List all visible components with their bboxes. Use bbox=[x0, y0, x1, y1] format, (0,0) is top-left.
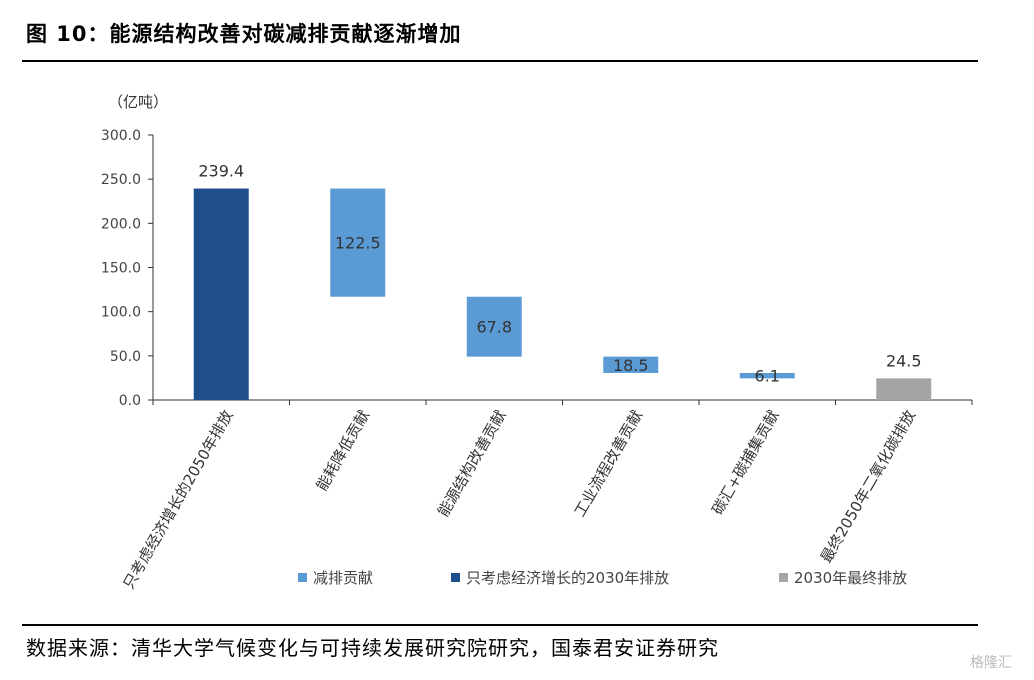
data-label: 239.4 bbox=[198, 162, 244, 181]
y-tick-label: 300.0 bbox=[101, 128, 141, 144]
x-category-label: 只考虑经济增长的2050年排放 bbox=[120, 407, 237, 592]
y-tick-label: 250.0 bbox=[101, 172, 141, 188]
y-tick-label: 100.0 bbox=[101, 305, 141, 321]
title-divider bbox=[22, 60, 978, 62]
bar-reduction bbox=[603, 356, 659, 373]
bar-start bbox=[193, 188, 249, 400]
legend-swatch-final bbox=[779, 573, 788, 582]
legend-item-final: 2030年最终排放 bbox=[779, 567, 907, 588]
y-tick-label: 150.0 bbox=[101, 261, 141, 277]
x-category-label: 能耗降低贡献 bbox=[313, 407, 374, 494]
legend-label-reduction: 减排贡献 bbox=[313, 569, 374, 587]
x-category-label: 最终2050年二氧化碳排放 bbox=[817, 407, 919, 566]
legend-swatch-reduction bbox=[298, 573, 307, 582]
bar-end bbox=[876, 378, 932, 400]
x-category-label: 工业流程改善贡献 bbox=[571, 407, 647, 520]
chart-title: 图 10：能源结构改善对碳减排贡献逐渐增加 bbox=[26, 22, 462, 46]
data-label: 122.5 bbox=[335, 234, 381, 253]
y-tick-label: 200.0 bbox=[101, 216, 141, 232]
legend-item-reduction: 减排贡献 bbox=[298, 567, 373, 588]
legend-item-baseline: 只考虑经济增长的2030年排放 bbox=[451, 567, 669, 588]
bar-reduction bbox=[330, 188, 386, 297]
bar-reduction bbox=[466, 296, 522, 357]
watermark-logo: 格隆汇 bbox=[970, 655, 1012, 671]
legend-label-baseline: 只考虑经济增长的2030年排放 bbox=[466, 569, 670, 587]
data-label: 18.5 bbox=[613, 356, 649, 375]
data-label: 24.5 bbox=[886, 351, 922, 370]
source-divider bbox=[22, 624, 978, 626]
legend-swatch-baseline bbox=[451, 573, 460, 582]
bar-reduction bbox=[739, 372, 795, 379]
x-category-label: 能源结构改善贡献 bbox=[434, 407, 510, 520]
legend-label-final: 2030年最终排放 bbox=[794, 569, 908, 587]
source-note: 数据来源：清华大学气候变化与可持续发展研究院研究，国泰君安证券研究 bbox=[26, 636, 719, 660]
y-tick-label: 50.0 bbox=[110, 349, 141, 365]
y-tick-label: 0.0 bbox=[119, 393, 141, 409]
y-axis-unit-label: （亿吨） bbox=[108, 93, 168, 111]
data-label: 67.8 bbox=[476, 318, 512, 337]
data-label: 6.1 bbox=[755, 367, 780, 386]
x-category-label: 碳汇+碳捕集贡献 bbox=[708, 407, 782, 518]
